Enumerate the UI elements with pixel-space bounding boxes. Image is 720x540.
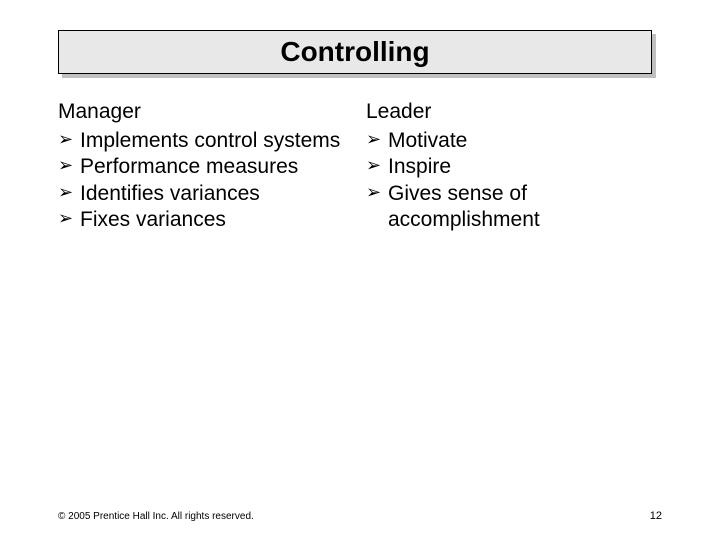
bullet-list-leader: Motivate Inspire Gives sense of accompli…: [366, 128, 662, 233]
list-item: Identifies variances: [58, 181, 354, 207]
bullet-list-manager: Implements control systems Performance m…: [58, 128, 354, 233]
footer-copyright: © 2005 Prentice Hall Inc. All rights res…: [58, 511, 254, 522]
list-item: Implements control systems: [58, 128, 354, 154]
content-area: Manager Implements control systems Perfo…: [58, 100, 662, 233]
list-item: Performance measures: [58, 154, 354, 180]
column-leader: Leader Motivate Inspire Gives sense of a…: [366, 100, 662, 233]
slide-title: Controlling: [280, 36, 429, 68]
list-item: Inspire: [366, 154, 662, 180]
column-header: Manager: [58, 100, 354, 124]
list-item: Fixes variances: [58, 207, 354, 233]
column-manager: Manager Implements control systems Perfo…: [58, 100, 354, 233]
title-box: Controlling: [58, 30, 652, 74]
list-item: Motivate: [366, 128, 662, 154]
column-header: Leader: [366, 100, 662, 124]
list-item: Gives sense of accomplishment: [366, 181, 662, 234]
footer-page-number: 12: [650, 510, 662, 522]
